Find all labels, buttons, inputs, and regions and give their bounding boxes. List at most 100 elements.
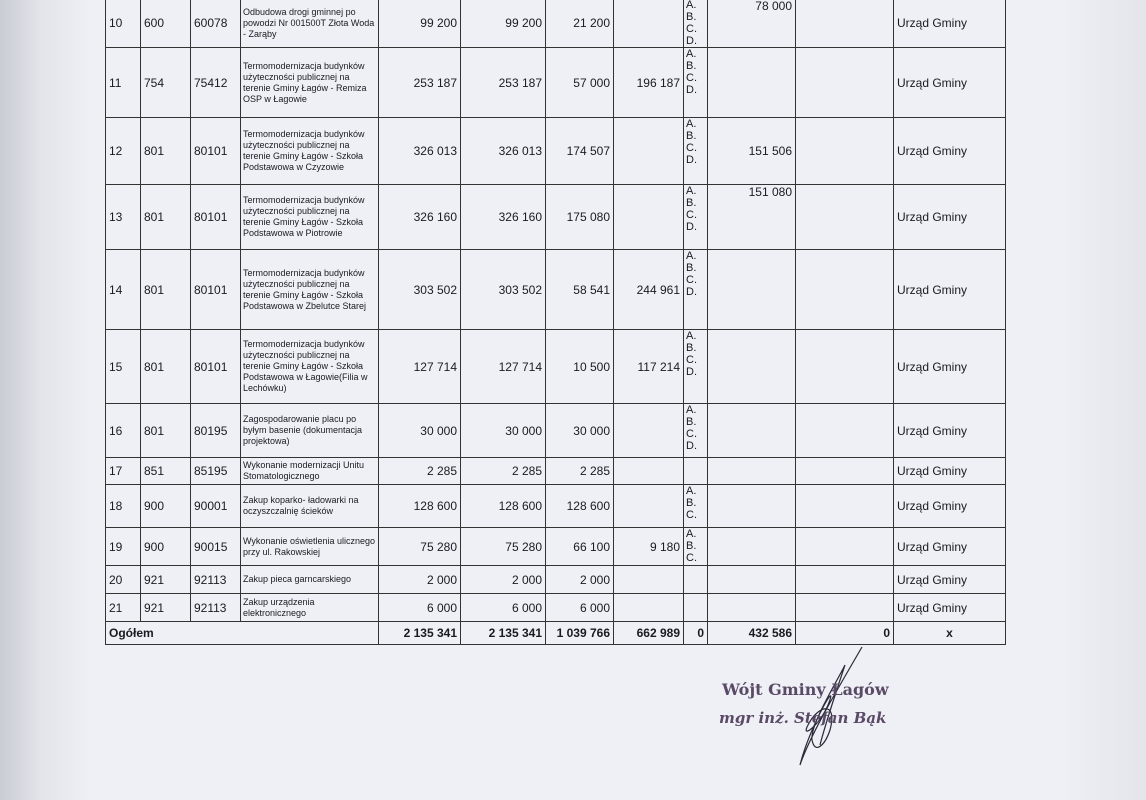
unit-cell: Urząd Gminy [893, 249, 1006, 330]
value-cell: 6 000 [460, 593, 546, 622]
dzial-cell: 921 [140, 565, 191, 594]
value-cell: 2 285 [460, 457, 546, 485]
value-cell: 78 000 [707, 0, 796, 48]
value-cell: 2 285 [378, 457, 461, 485]
rozdzial-cell: 60078 [190, 0, 241, 48]
total-value-cell: 1 039 766 [545, 621, 614, 645]
dzial-cell: 754 [140, 47, 191, 118]
value-cell [795, 47, 894, 118]
value-cell: 127 714 [460, 329, 546, 404]
value-cell [795, 527, 894, 566]
rozdzial-cell: 90001 [190, 484, 241, 528]
value-cell: 75 280 [460, 527, 546, 566]
value-cell: 117 214 [613, 329, 684, 404]
total-label: Ogółem [105, 621, 379, 645]
rozdzial-cell: 92113 [190, 565, 241, 594]
value-cell [613, 184, 684, 250]
total-unit-cell: x [893, 621, 1006, 645]
row-number: 15 [105, 329, 141, 404]
value-cell: 244 961 [613, 249, 684, 330]
source-letters-cell: A. B. C. D. [683, 47, 708, 118]
value-cell [707, 527, 796, 566]
task-name-cell: Zakup pieca garncarskiego [240, 565, 379, 594]
total-value-cell: 0 [683, 621, 708, 645]
value-cell [613, 593, 684, 622]
total-value-cell: 0 [795, 621, 894, 645]
table-row: 20 921 92113 Zakup pieca garncarskiego 2 000… [105, 565, 1006, 594]
total-value-cell: 2 135 341 [378, 621, 461, 645]
row-number: 17 [105, 457, 141, 485]
value-cell: 9 180 [613, 527, 684, 566]
table-row: 10 600 60078 Odbudowa drogi gminnej po powo… [105, 0, 1006, 48]
row-number: 11 [105, 47, 141, 118]
unit-cell: Urząd Gminy [893, 565, 1006, 594]
value-cell: 99 200 [460, 0, 546, 48]
total-value-cell: 432 586 [707, 621, 796, 645]
dzial-cell: 801 [140, 403, 191, 458]
table-row: 12 801 80101 Termomodernizacja budynków uży… [105, 117, 1006, 185]
task-name-cell: Termomodernizacja budynków użyteczności … [240, 47, 379, 118]
total-row: Ogółem 2 135 341 2 135 341 1 039 766 662 989… [105, 621, 1006, 645]
unit-cell: Urząd Gminy [893, 329, 1006, 404]
row-number: 18 [105, 484, 141, 528]
row-number: 20 [105, 565, 141, 594]
value-cell: 303 502 [378, 249, 461, 330]
total-value-cell: 662 989 [613, 621, 684, 645]
dzial-cell: 921 [140, 593, 191, 622]
value-cell [707, 249, 796, 330]
value-cell [795, 403, 894, 458]
rozdzial-cell: 75412 [190, 47, 241, 118]
source-letters-cell: A. B. C. D. [683, 403, 708, 458]
source-letters-cell: A. B. C. D. [683, 0, 708, 48]
value-cell [795, 565, 894, 594]
signature-name: mgr inż. Stefan Bąk [719, 709, 887, 727]
task-name-cell: Termomodernizacja budynków użyteczności … [240, 117, 379, 185]
rozdzial-cell: 85195 [190, 457, 241, 485]
value-cell [795, 593, 894, 622]
value-cell: 151 080 [707, 184, 796, 250]
value-cell: 30 000 [545, 403, 614, 458]
dzial-cell: 900 [140, 527, 191, 566]
unit-cell: Urząd Gminy [893, 484, 1006, 528]
unit-cell: Urząd Gminy [893, 117, 1006, 185]
handwritten-signature [799, 646, 863, 766]
task-name-cell: Zagospodarowanie placu po byłym basenie … [240, 403, 379, 458]
unit-cell: Urząd Gminy [893, 457, 1006, 485]
value-cell: 326 013 [378, 117, 461, 185]
source-letters-cell [683, 565, 708, 594]
value-cell [613, 484, 684, 528]
rozdzial-cell: 80195 [190, 403, 241, 458]
value-cell: 21 200 [545, 0, 614, 48]
task-name-cell: Termomodernizacja budynków użyteczności … [240, 184, 379, 250]
value-cell: 6 000 [378, 593, 461, 622]
value-cell: 66 100 [545, 527, 614, 566]
rozdzial-cell: 80101 [190, 117, 241, 185]
rozdzial-cell: 92113 [190, 593, 241, 622]
value-cell [707, 593, 796, 622]
dzial-cell: 801 [140, 184, 191, 250]
table-row: 16 801 80195 Zagospodarowanie placu po były… [105, 403, 1006, 458]
source-letters-cell: A. B. C. D. [683, 184, 708, 250]
value-cell: 196 187 [613, 47, 684, 118]
value-cell [795, 484, 894, 528]
value-cell: 30 000 [460, 403, 546, 458]
value-cell: 303 502 [460, 249, 546, 330]
value-cell: 253 187 [378, 47, 461, 118]
table-row: 13 801 80101 Termomodernizacja budynków uży… [105, 184, 1006, 250]
signature-title: Wójt Gminy Łagów [722, 680, 889, 699]
value-cell: 2 000 [460, 565, 546, 594]
source-letters-cell: A. B. C. D. [683, 329, 708, 404]
dzial-cell: 851 [140, 457, 191, 485]
value-cell: 10 500 [545, 329, 614, 404]
dzial-cell: 801 [140, 117, 191, 185]
value-cell: 99 200 [378, 0, 461, 48]
table-row: 21 921 92113 Zakup urządzenia elektroniczne… [105, 593, 1006, 622]
task-name-cell: Zakup urządzenia elektronicznego [240, 593, 379, 622]
table-row: 17 851 85195 Wykonanie modernizacji Unitu S… [105, 457, 1006, 485]
rozdzial-cell: 80101 [190, 249, 241, 330]
value-cell: 151 506 [707, 117, 796, 185]
value-cell [795, 329, 894, 404]
table-row: 11 754 75412 Termomodernizacja budynków uży… [105, 47, 1006, 118]
investment-table: 10 600 60078 Odbudowa drogi gminnej po powo… [105, 0, 1006, 645]
dzial-cell: 600 [140, 0, 191, 48]
